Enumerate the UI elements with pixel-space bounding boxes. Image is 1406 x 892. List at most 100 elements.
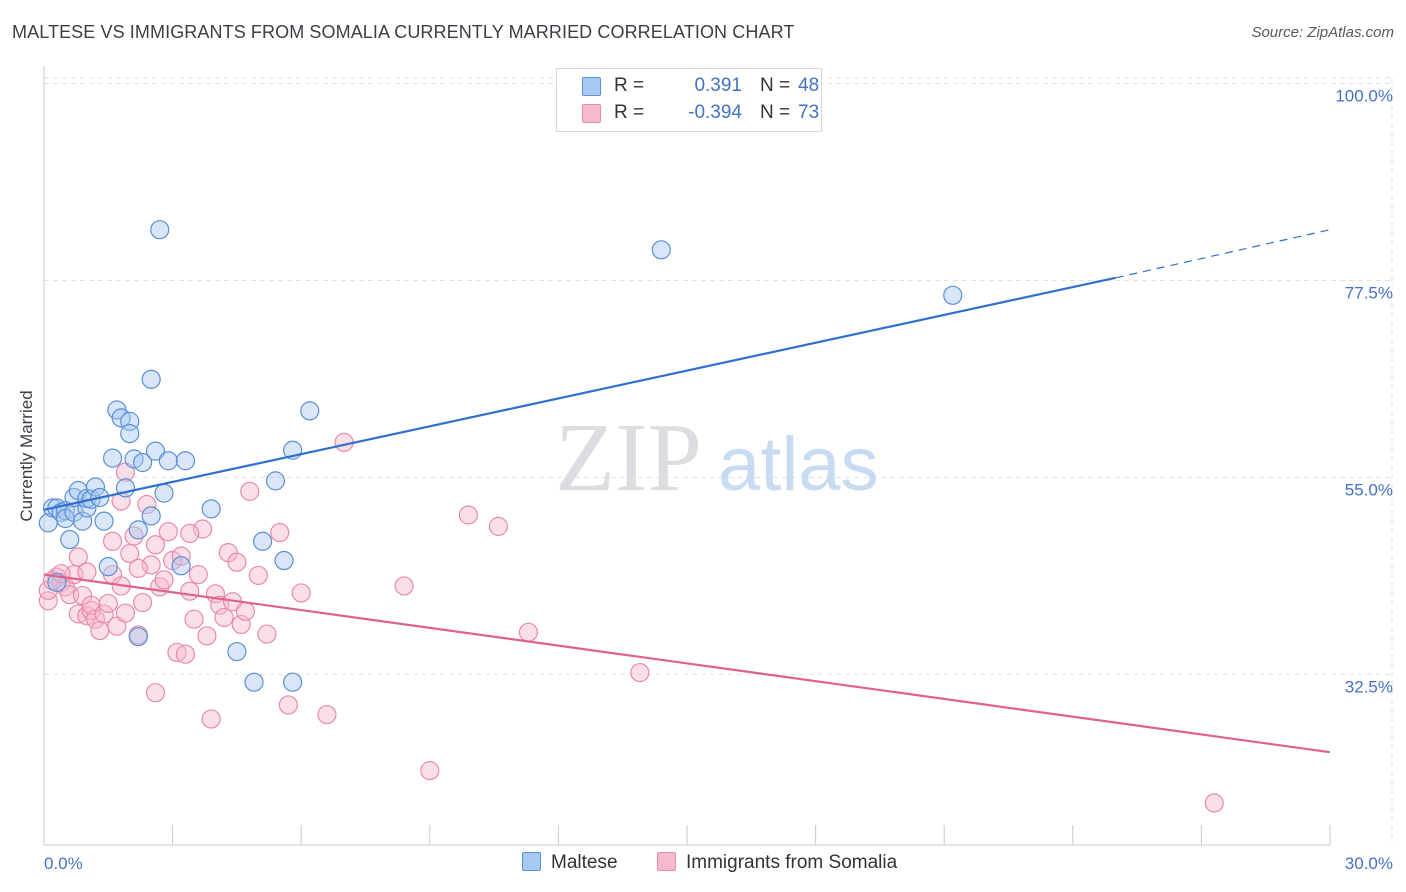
somalia-point	[175, 644, 196, 664]
somalia-point	[137, 494, 157, 515]
somalia-point	[128, 558, 148, 579]
maltese-trend-extension	[1115, 229, 1331, 279]
somalia-point	[458, 505, 478, 525]
somalia-trend-line	[43, 573, 1331, 754]
somalia-point	[77, 562, 97, 582]
maltese-trend-line	[43, 276, 1116, 511]
somalia-point	[158, 522, 178, 542]
watermark-zip: ZIP	[555, 404, 702, 512]
somalia-point	[188, 564, 208, 585]
somalia-point	[248, 565, 268, 586]
bottom-legend-swatch-somalia	[657, 852, 676, 871]
somalia-point	[94, 604, 114, 624]
maltese-point	[171, 556, 191, 576]
maltese-point	[128, 520, 148, 540]
somalia-point	[240, 481, 260, 501]
maltese-point	[265, 471, 286, 491]
somalia-point	[227, 552, 247, 572]
legend-r-label: R =	[614, 75, 645, 96]
somalia-point	[98, 593, 118, 614]
somalia-point	[630, 662, 650, 683]
maltese-point	[98, 557, 118, 577]
somalia-point	[235, 601, 256, 621]
somalia-point	[394, 576, 414, 596]
legend-r-label: R =	[614, 102, 645, 123]
bottom-legend-label: Immigrants from Somalia	[686, 852, 898, 873]
legend-swatch-somalia	[582, 104, 601, 123]
maltese-point	[244, 672, 264, 692]
somalia-point	[145, 683, 166, 703]
y-tick-label: 100.0%	[1335, 87, 1393, 106]
legend-r-value: -0.394	[688, 102, 742, 123]
maltese-point	[150, 220, 170, 240]
maltese-point	[145, 441, 166, 461]
somalia-point	[201, 709, 221, 729]
series-maltese	[38, 220, 963, 692]
maltese-point	[132, 452, 153, 473]
somalia-point	[180, 523, 200, 544]
watermark-atlas: atlas	[718, 422, 879, 507]
bottom-legend-label: Maltese	[551, 852, 618, 873]
somalia-point	[68, 547, 88, 567]
somalia-point	[420, 761, 440, 781]
maltese-point	[300, 401, 320, 421]
source-label: Source: ZipAtlas.com	[1251, 24, 1394, 41]
maltese-point	[154, 483, 174, 503]
maltese-point	[60, 529, 80, 550]
maltese-point	[283, 672, 303, 692]
maltese-point	[85, 477, 106, 497]
y-tick-label: 77.5%	[1345, 283, 1393, 302]
bottom-legend-maltese: Maltese	[522, 852, 618, 874]
y-tick-label: 32.5%	[1345, 677, 1393, 696]
y-tick-label: 55.0%	[1345, 480, 1393, 499]
somalia-point	[171, 546, 191, 566]
series-immigrants-from-somalia	[38, 432, 1224, 813]
x-tick-label-max: 30.0%	[1345, 854, 1393, 873]
somalia-point	[102, 531, 123, 551]
somalia-point	[132, 592, 153, 613]
axes	[43, 66, 1331, 846]
bottom-legend-swatch-maltese	[522, 852, 541, 871]
legend-r-value: 0.391	[694, 75, 742, 96]
maltese-point	[120, 424, 140, 444]
somalia-point	[193, 519, 213, 539]
somalia-point	[197, 626, 217, 646]
somalia-point	[257, 624, 277, 644]
legend-n-value: 48	[798, 75, 820, 96]
watermark: ZIP atlas	[555, 404, 879, 512]
somalia-point	[518, 622, 538, 642]
maltese-point	[141, 506, 161, 526]
somalia-point	[115, 603, 136, 623]
maltese-point	[77, 498, 97, 518]
somalia-point	[180, 581, 200, 601]
maltese-point	[94, 511, 114, 531]
maltese-point	[253, 531, 273, 551]
x-tick-label-min: 0.0%	[44, 854, 83, 873]
somalia-point	[270, 522, 290, 543]
correlation-legend: R = 0.391 N = 48 R = -0.394 N = 73	[556, 68, 822, 132]
maltese-point	[274, 550, 294, 571]
somalia-point	[90, 620, 110, 641]
bottom-legend-somalia: Immigrants from Somalia	[657, 852, 897, 874]
maltese-point	[227, 641, 247, 662]
maltese-point	[158, 451, 178, 471]
somalia-point	[1204, 793, 1224, 813]
tick-labels: 32.5% 55.0% 77.5% 100.0% 0.0% 30.0%	[44, 87, 1393, 873]
maltese-point	[141, 369, 161, 389]
trend-lines	[43, 229, 1331, 754]
legend-n-value: 73	[798, 102, 820, 123]
somalia-point	[145, 535, 166, 555]
somalia-point	[154, 570, 174, 590]
somalia-point	[214, 607, 234, 628]
legend-n-label: N =	[760, 102, 791, 123]
maltese-point	[651, 240, 671, 260]
maltese-point	[175, 451, 196, 471]
maltese-point	[201, 499, 221, 519]
somalia-point	[278, 695, 298, 715]
somalia-point	[291, 583, 311, 603]
legend-swatch-maltese	[582, 77, 601, 96]
maltese-point	[128, 627, 148, 647]
somalia-point	[317, 704, 337, 725]
somalia-point	[184, 609, 204, 629]
